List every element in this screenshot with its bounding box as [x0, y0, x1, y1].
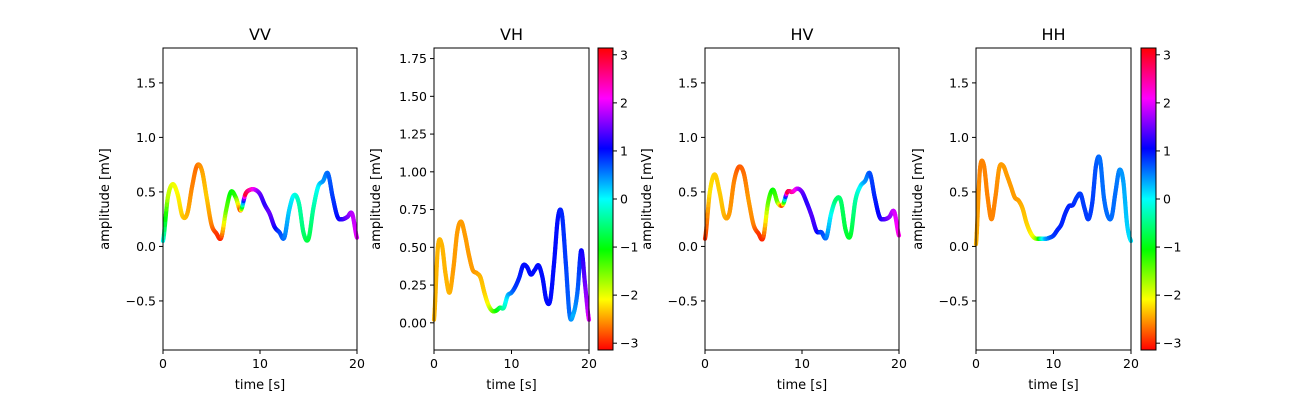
colorbar-tick-label: 1	[1163, 143, 1171, 158]
y-tick-label: 1.50	[399, 89, 427, 104]
colorbar-tick-label: −2	[620, 288, 638, 303]
y-tick-label: 1.0	[136, 130, 156, 145]
y-axis-label: amplitude [mV]	[369, 148, 384, 250]
colorbar-tick-label: −3	[1163, 336, 1181, 351]
y-tick-label: 0.50	[399, 240, 427, 255]
x-tick-label: 20	[581, 356, 597, 371]
x-tick-label: 10	[794, 356, 810, 371]
subplot-vv: VV 0 10 20 −0.5 0.0 0.5 1.0 1.5 time [s] amplitude…	[98, 25, 365, 393]
series-line	[431, 207, 592, 322]
colorbar-tick-label: 3	[620, 47, 628, 62]
y-tick-label: 0.5	[949, 184, 969, 199]
y-tick-label: 0.0	[678, 239, 698, 254]
x-tick-label: 10	[252, 356, 268, 371]
x-tick-label: 20	[1123, 356, 1139, 371]
x-axis-label: time [s]	[235, 378, 285, 393]
x-tick-label: 20	[349, 356, 365, 371]
x-tick-label: 10	[1046, 356, 1062, 371]
colorbar-gradient	[597, 47, 614, 351]
colorbar-tick-label: −3	[620, 336, 638, 351]
colorbar-tick-label: −1	[620, 240, 638, 255]
y-tick-label: 0.00	[399, 315, 427, 330]
y-tick-label: −0.5	[939, 293, 969, 308]
y-tick-label: 1.00	[399, 164, 427, 179]
subplot-title: HV	[791, 25, 814, 44]
series-line	[160, 162, 360, 244]
colorbar-tick-label: 2	[620, 95, 628, 110]
x-axis-label: time [s]	[486, 378, 536, 393]
y-axis-label: amplitude [mV]	[98, 148, 113, 250]
colorbar-tick-label: 1	[620, 143, 628, 158]
y-tick-label: 1.25	[399, 127, 427, 142]
y-tick-label: 0.25	[399, 278, 427, 293]
y-tick-label: 1.5	[949, 75, 969, 90]
y-tick-label: 0.5	[136, 184, 156, 199]
y-tick-label: 0.0	[949, 239, 969, 254]
y-tick-label: −0.5	[668, 293, 698, 308]
subplot-title: HH	[1041, 25, 1065, 44]
colorbar-tick-label: 0	[1163, 192, 1171, 207]
series-line	[973, 154, 1134, 247]
y-tick-label: 1.5	[136, 75, 156, 90]
y-axis-label: amplitude [mV]	[640, 148, 655, 250]
subplot-vh: VH0 10 200.000.250.500.751.001.251.501.75t…	[369, 25, 638, 393]
colorbar-tick-label: 2	[1163, 95, 1171, 110]
y-tick-label: −0.5	[126, 293, 156, 308]
colorbar-gradient	[1140, 47, 1157, 351]
y-tick-label: 1.0	[678, 130, 698, 145]
colorbar-tick-label: 3	[1163, 47, 1171, 62]
subplot-title: VV	[249, 25, 271, 44]
subplot-title: VH	[500, 25, 523, 44]
subplot-hv: HV 0 10 20 −0.5 0.0 0.5 1.0 1.5 time [s] amplitude…	[640, 25, 907, 393]
y-axis-label: amplitude [mV]	[911, 148, 926, 250]
y-tick-label: 0.75	[399, 202, 427, 217]
series-line	[702, 164, 902, 242]
colorbar-tick-label: 0	[620, 192, 628, 207]
x-tick-label: 0	[701, 356, 709, 371]
y-tick-label: 0.5	[678, 184, 698, 199]
y-tick-label: 1.5	[678, 75, 698, 90]
y-tick-label: 1.75	[399, 51, 427, 66]
x-tick-label: 0	[430, 356, 438, 371]
colorbar-tick-label: −1	[1163, 240, 1181, 255]
x-axis-label: time [s]	[1028, 378, 1078, 393]
colorbar: 3 2 1 0 −1 −2 −3	[1140, 47, 1181, 351]
y-tick-label: 0.0	[136, 239, 156, 254]
colorbar: 3 2 1 0 −1 −2 −3	[597, 47, 638, 351]
x-axis-label: time [s]	[777, 378, 827, 393]
x-tick-label: 0	[972, 356, 980, 371]
y-tick-label: 1.0	[949, 130, 969, 145]
x-tick-label: 0	[159, 356, 167, 371]
colorbar-tick-label: −2	[1163, 288, 1181, 303]
x-tick-label: 20	[891, 356, 907, 371]
x-tick-label: 10	[504, 356, 520, 371]
